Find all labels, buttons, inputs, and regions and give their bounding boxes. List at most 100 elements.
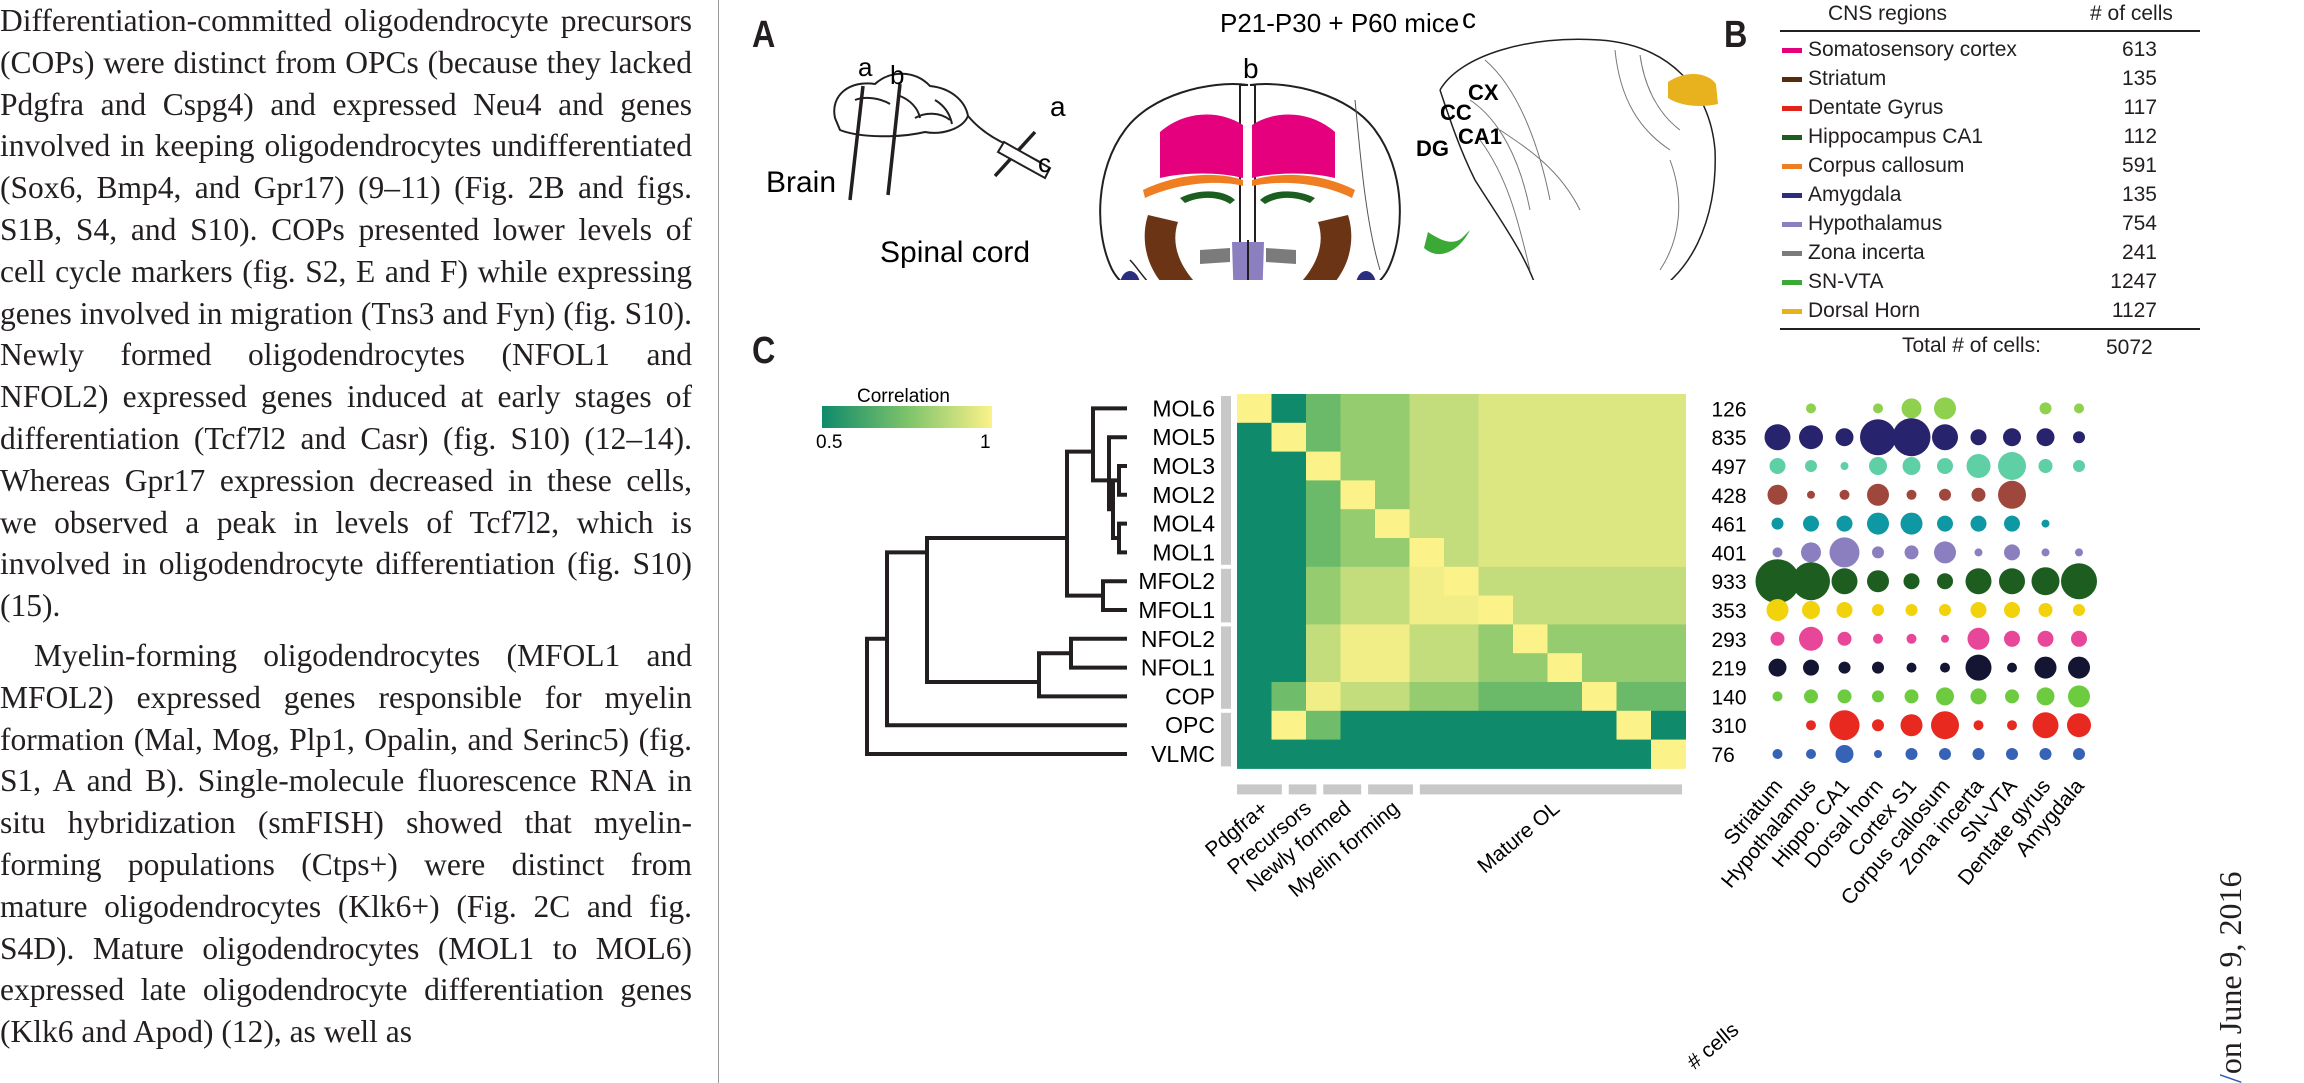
row-label: NFOL2 [1141, 626, 1215, 652]
heatmap-cell [1478, 566, 1514, 597]
cell-count: 293 [1712, 629, 1747, 652]
region-dot [1799, 425, 1823, 450]
table-top-rule [1780, 30, 2200, 32]
label-cx: CX [1468, 80, 1499, 105]
region-dot [1799, 626, 1823, 651]
heatmap-cell [1306, 682, 1341, 712]
region-dot [2007, 720, 2017, 731]
region-swatch [1782, 106, 1802, 111]
region-dot [1836, 602, 1853, 618]
heatmap-cell [1271, 480, 1307, 510]
heatmap-cell [1340, 480, 1376, 510]
region-dot [1872, 604, 1884, 616]
region-dot [1904, 545, 1919, 560]
region-striatum-left [1144, 215, 1194, 280]
heatmap-cell [1375, 710, 1410, 741]
heatmap-cell [1478, 710, 1514, 741]
region-dot [1940, 662, 1950, 673]
region-dot [1838, 661, 1851, 674]
heatmap-cell [1616, 710, 1652, 741]
row-label: MOL5 [1152, 424, 1215, 450]
heatmap-cell [1547, 509, 1583, 539]
region-dot [1906, 662, 1917, 673]
table-row: Corpus callosum 591 [1780, 152, 2200, 181]
heatmap-cell [1375, 394, 1410, 424]
heatmap-cell [1409, 624, 1445, 654]
region-cell-count: 1127 [2111, 299, 2157, 322]
region-dot [2039, 402, 2052, 415]
heatmap-cell [1651, 653, 1686, 683]
heatmap-cell [1478, 653, 1514, 683]
region-swatch [1782, 164, 1802, 169]
region-dot [1939, 748, 1951, 760]
region-name: Dentate Gyrus [1808, 96, 1944, 119]
heatmap-cell [1513, 394, 1548, 424]
region-cell-count: 613 [2121, 38, 2157, 61]
dendrogram-branch [1117, 521, 1127, 555]
spinal-cord-label: Spinal cord [880, 236, 1030, 269]
region-cell-count: 117 [2123, 96, 2157, 119]
legend-max: 1 [980, 432, 991, 453]
heatmap-cell [1237, 394, 1272, 424]
region-dot [1835, 745, 1854, 763]
heatmap-cell [1340, 394, 1376, 424]
region-dot [2067, 713, 2091, 738]
region-dot [1902, 457, 1921, 475]
heatmap-cell [1375, 566, 1410, 597]
row-label: MOL4 [1152, 511, 1215, 537]
region-dot [2004, 515, 2020, 532]
region-dot [1805, 460, 1817, 472]
region-dot [1839, 489, 1850, 500]
heatmap-cell [1547, 624, 1583, 654]
region-striatum-right [1302, 215, 1352, 280]
legend-colorbar [822, 406, 992, 428]
table-row: Dentate Gyrus 117 [1780, 94, 2200, 123]
table-row: Striatum 135 [1780, 65, 2200, 94]
heatmap-cell [1616, 538, 1652, 568]
heatmap-cell [1513, 480, 1548, 510]
region-dot [1801, 542, 1821, 563]
heatmap-cell [1271, 538, 1307, 568]
heatmap-cell [1375, 739, 1410, 769]
region-swatch [1782, 251, 1802, 256]
dendrogram-branch [1091, 406, 1127, 483]
heatmap-cell [1306, 739, 1341, 769]
label-ca1: CA1 [1458, 124, 1502, 149]
region-dot [1872, 546, 1884, 559]
heatmap-cell [1651, 538, 1686, 568]
table-header-region: CNS regions [1828, 2, 1948, 25]
heatmap-cell [1651, 624, 1686, 654]
heatmap-cell [1409, 480, 1445, 510]
group-label: Mature OL [1473, 797, 1564, 878]
dendrogram-branch [1037, 651, 1127, 699]
region-cell-count: 591 [2121, 154, 2157, 177]
heatmap-cell [1237, 653, 1272, 683]
cluster-bar [1221, 568, 1231, 623]
cluster-bar [1221, 712, 1231, 767]
heatmap-cell [1444, 710, 1479, 741]
region-dot [1873, 633, 1883, 644]
heatmap-cell [1582, 451, 1617, 481]
region-dot [1970, 688, 1987, 705]
heatmap-cell [1409, 538, 1445, 568]
heatmap-cell [1375, 653, 1410, 683]
heatmap-cell [1547, 682, 1583, 712]
region-dot [1972, 748, 1985, 760]
region-dot [1831, 568, 1858, 595]
region-dot [1769, 458, 1786, 474]
region-dot [1869, 457, 1887, 475]
heatmap-cell [1547, 739, 1583, 769]
brain-label: Brain [766, 166, 836, 199]
heatmap-cell [1409, 451, 1445, 481]
label-dg: DG [1416, 136, 1449, 161]
heatmap-cell [1409, 566, 1445, 597]
region-dot [1803, 659, 1819, 676]
region-dot [1900, 512, 1923, 535]
region-dot [1939, 604, 1951, 616]
row-label: MOL3 [1152, 453, 1215, 479]
heatmap-cell [1582, 595, 1617, 625]
region-dot [2061, 563, 2097, 600]
panel-c-letter: C [752, 330, 776, 372]
region-swatch [1782, 135, 1802, 140]
table-bottom-rule [1780, 328, 2200, 330]
